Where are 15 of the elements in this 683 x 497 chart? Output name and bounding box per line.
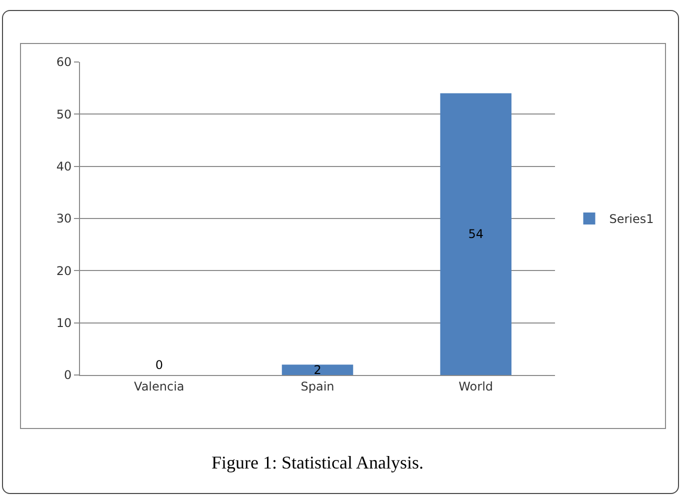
data-label: 2 bbox=[314, 362, 322, 377]
y-tick-label: 60 bbox=[56, 55, 72, 70]
x-tick-label: Valencia bbox=[134, 379, 184, 394]
x-tick-label: World bbox=[458, 379, 494, 394]
y-tick-label: 0 bbox=[64, 368, 72, 382]
data-label: 0 bbox=[155, 358, 163, 372]
x-tick-label: Spain bbox=[300, 379, 334, 394]
data-label: 54 bbox=[468, 227, 484, 242]
legend-label: Series1 bbox=[609, 212, 654, 226]
text: Figure 1: Statistical Analysis. bbox=[212, 452, 424, 472]
y-tick-label: 10 bbox=[56, 316, 72, 330]
y-tick-label: 50 bbox=[56, 107, 72, 122]
y-tick-label: 20 bbox=[56, 264, 72, 278]
y-tick-label: 40 bbox=[56, 160, 72, 174]
y-tick-label: 30 bbox=[56, 212, 72, 226]
